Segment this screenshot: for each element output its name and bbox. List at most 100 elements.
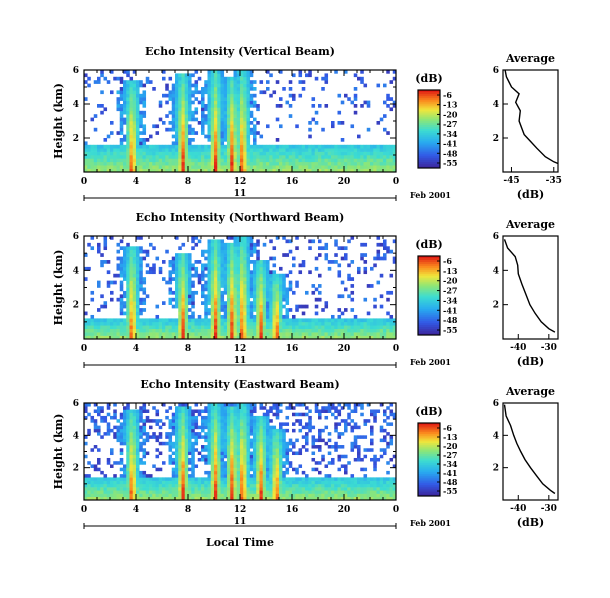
heatmap-cell [275,409,280,413]
heatmap-cell [344,287,348,292]
heatmap-cell [357,151,361,156]
heatmap-cell [272,246,277,251]
heatmap-cell [240,168,244,173]
heatmap-cell [298,451,303,456]
heatmap-cell [165,168,169,173]
heatmap-cell [314,496,319,501]
heatmap-cell [334,318,338,323]
heatmap-cell [129,144,134,149]
heatmap-cell [139,432,143,436]
heatmap-cell [227,83,231,88]
heatmap-cell [253,451,257,456]
heatmap-cell [363,260,368,264]
heatmap-cell [305,412,309,417]
heatmap-cell [129,451,134,456]
heatmap-cell [132,467,137,472]
heatmap-cell [279,332,283,336]
heatmap-cell [259,415,264,420]
heatmap-cell [253,270,257,275]
heatmap-cell [139,256,143,261]
heatmap-cell [126,155,130,159]
heatmap-cell [184,87,189,91]
heatmap-cell [353,148,358,152]
heatmap-cell [220,249,225,254]
heatmap-cell [142,168,147,173]
heatmap-cell [347,97,351,101]
heatmap-cell [210,409,215,413]
heatmap-cell [360,70,364,74]
heatmap-cell [240,110,244,115]
heatmap-cell [301,144,306,149]
heatmap-cell [246,457,251,462]
heatmap-cell [129,480,134,485]
heatmap-cell [292,477,296,481]
heatmap-cell [253,297,257,302]
heatmap-cell [207,441,212,446]
heatmap-cell [181,438,186,443]
heatmap-cell [246,165,251,169]
heatmap-cell [103,246,108,251]
heatmap-cell [233,474,238,478]
colorbar-step [418,317,440,320]
heatmap-cell [321,246,325,251]
heatmap-cell [246,290,251,295]
heatmap-cell [139,246,143,251]
heatmap-cell [194,490,199,494]
heatmap-cell [136,110,140,115]
heatmap-cell [259,308,264,312]
heatmap-cell [301,496,306,501]
heatmap-cell [110,280,114,285]
heatmap-cell [240,438,244,443]
heatmap-cell [165,161,169,166]
heatmap-cell [311,328,316,333]
heatmap-cell [249,301,254,305]
heatmap-cell [113,148,117,152]
heatmap-cell [194,422,199,426]
heatmap-cell [240,454,244,459]
heatmap-cell [171,144,176,149]
heatmap-cell [201,483,205,488]
heatmap-cell [132,124,137,129]
heatmap-cell [386,165,390,169]
heatmap-cell [149,165,153,169]
heatmap-cell [184,409,189,413]
heatmap-cell [142,328,147,333]
heatmap-cell [210,93,215,98]
heatmap-cell [301,304,306,309]
heatmap-cell [201,93,205,98]
heatmap-cell [230,428,234,433]
heatmap-cell [275,155,280,159]
heatmap-cell [129,97,134,101]
heatmap-cell [223,461,228,465]
heatmap-cell [246,487,251,491]
heatmap-cell [379,332,384,336]
heatmap-cell [243,493,247,498]
heatmap-cell [236,304,241,309]
heatmap-cell [269,432,273,436]
heatmap-cell [288,406,293,410]
heatmap-cell [132,448,137,452]
heatmap-cell [220,280,225,285]
heatmap-cell [230,419,234,423]
heatmap-cell [305,328,309,333]
heatmap-cell [230,117,234,122]
heatmap-cell [194,321,199,326]
heatmap-cell [223,301,228,305]
heatmap-cell [181,93,186,98]
heatmap-cell [249,158,254,163]
heatmap-cell [249,83,254,88]
heatmap-cell [132,438,137,443]
colorbar-step [418,164,440,167]
heatmap-cell [314,493,319,498]
heatmap-cell [217,432,221,436]
heatmap-cell [301,335,306,340]
heatmap-cell [337,165,342,169]
heatmap-cell [249,496,254,501]
heatmap-cell [175,487,179,491]
heatmap-cell [123,249,127,254]
heatmap-cell [230,138,234,142]
heatmap-cell [100,470,104,475]
heatmap-cell [155,332,160,336]
heatmap-cell [298,144,303,149]
heatmap-cell [272,155,277,159]
